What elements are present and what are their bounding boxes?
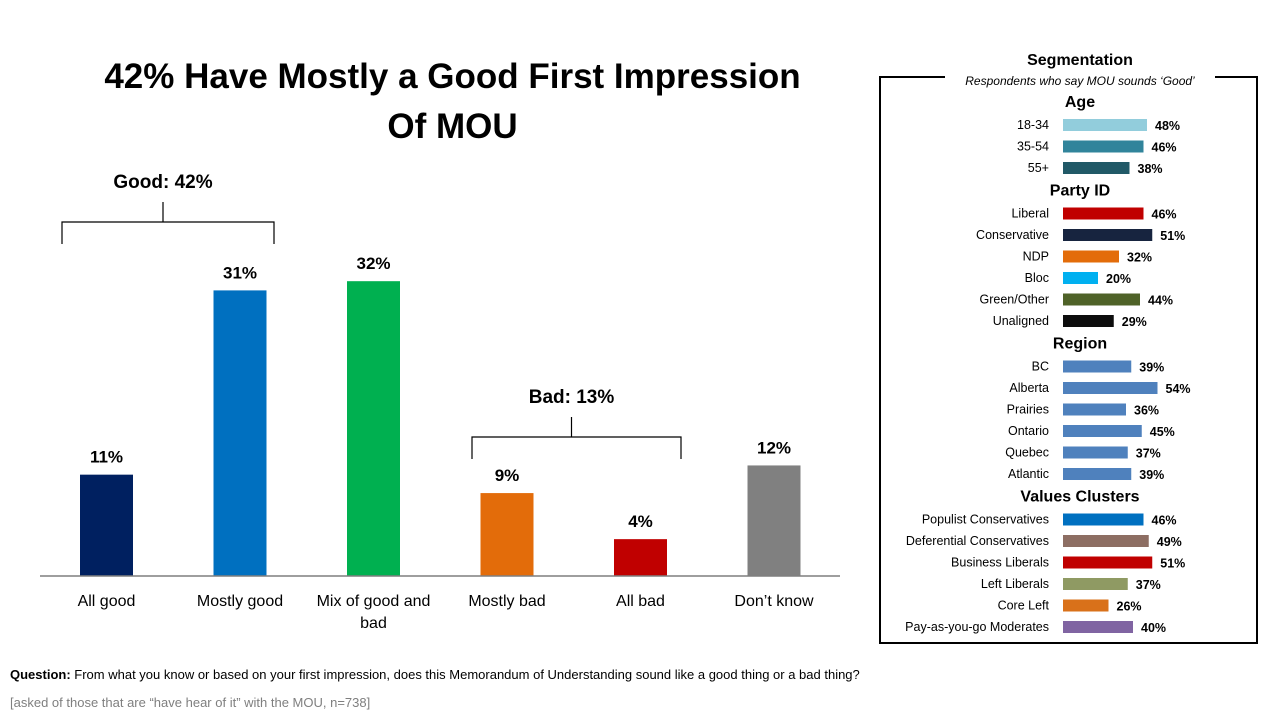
category-label: Mix of good and	[317, 593, 431, 610]
bar	[480, 493, 534, 576]
bar	[347, 281, 400, 576]
chart-title: 42% Have Mostly a Good First Impression …	[104, 57, 801, 146]
bar	[614, 539, 667, 576]
bar-value-label: 32%	[356, 254, 390, 273]
category-label: All bad	[616, 593, 665, 610]
bar-value-label: 12%	[757, 438, 791, 457]
question-text: Question: From what you know or based on…	[10, 667, 860, 682]
bracket-label: Good: 42%	[113, 172, 212, 193]
question-label: Question:	[10, 667, 71, 682]
bar	[747, 465, 801, 576]
bar	[213, 290, 267, 576]
segmentation-subtitle: Respondents who say MOU sounds ‘Good’	[945, 74, 1215, 88]
segmentation-title: Segmentation	[1027, 52, 1133, 69]
bar-value-label: 31%	[223, 263, 257, 282]
category-label: All good	[78, 593, 136, 610]
bracket-label: Bad: 13%	[529, 387, 615, 408]
segmentation-panel	[879, 76, 1258, 644]
category-label: Mostly good	[197, 593, 283, 610]
sample-note: [asked of those that are “have hear of i…	[10, 695, 371, 710]
bracket	[61, 202, 275, 244]
bar	[80, 474, 133, 576]
category-label: Mostly bad	[468, 593, 545, 610]
category-label: bad	[360, 615, 387, 632]
bracket	[471, 417, 682, 459]
category-label: Don’t know	[734, 593, 814, 610]
bar-value-label: 11%	[90, 448, 123, 467]
bar-value-label: 9%	[495, 466, 520, 485]
question-body: From what you know or based on your firs…	[70, 667, 860, 682]
bar-value-label: 4%	[628, 512, 653, 531]
main-bar-chart: 11% All good 31% Mostly good 32% Mix of good …	[40, 172, 840, 632]
